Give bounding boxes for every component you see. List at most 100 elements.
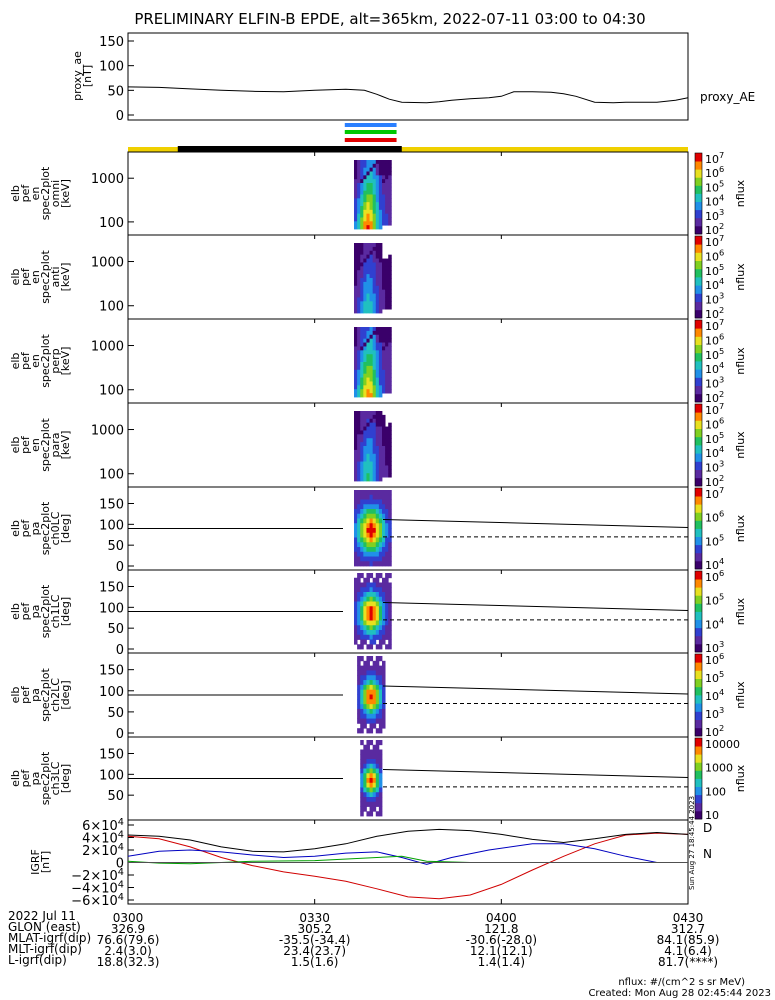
spectrogram-cell	[357, 221, 361, 226]
spectrogram-cell	[375, 243, 380, 248]
panel-frame	[127, 234, 689, 320]
pitch-angle-cell	[366, 792, 370, 798]
spectrogram-cell	[388, 469, 392, 474]
spectrogram-cell	[385, 213, 389, 218]
pitch-angle-cell	[360, 684, 364, 691]
spectrogram-cell	[357, 449, 361, 455]
pitch-angle-cell	[363, 801, 367, 807]
spectrogram-cell	[357, 346, 361, 351]
footer-row-label: MLAT-igrf(dip)	[8, 931, 92, 945]
pitch-angle-cell	[357, 718, 361, 724]
pitch-angle-cell	[366, 625, 370, 631]
colorbar-segment	[695, 412, 702, 421]
science-zone-bar	[344, 138, 397, 142]
spectrogram-cell	[378, 411, 383, 416]
y-tick-label: 100	[99, 60, 124, 75]
pitch-angle-cell	[357, 606, 361, 612]
pitch-angle-cell	[360, 561, 364, 567]
pitch-angle-cell	[382, 713, 386, 719]
spectrogram-cell	[369, 289, 374, 294]
pitch-angle-cell	[357, 504, 361, 510]
spectrogram-cell	[385, 465, 389, 470]
pitch-angle-cell	[375, 615, 380, 621]
footer-value: 76.6(79.6)	[96, 933, 160, 947]
colorbar-segment	[695, 627, 702, 637]
spectrogram-cell	[378, 301, 383, 306]
spectrogram-cell	[369, 225, 374, 230]
spectrogram-cell	[372, 246, 377, 252]
spectrogram-cell	[372, 160, 377, 165]
footer-value: 23.4(23.7)	[283, 944, 347, 958]
pitch-angle-cell	[366, 694, 370, 700]
pitch-angle-cell	[366, 665, 370, 671]
spectrogram-cell	[363, 209, 367, 215]
spectrogram-cell	[357, 442, 361, 447]
spectrogram-cell	[360, 297, 364, 302]
pitch-angle-cell	[375, 713, 380, 719]
pitch-angle-cell	[354, 639, 358, 645]
spectrogram-cell	[354, 426, 358, 431]
colorbar-segment	[695, 336, 702, 345]
spectrogram-cell	[372, 278, 377, 283]
ylabel-line: spec2plot	[39, 501, 52, 555]
pitch-angle-cell	[360, 509, 364, 515]
pitch-angle-cell	[363, 754, 367, 760]
ylabel-line: spec2plot	[39, 166, 52, 220]
spectrogram-cell	[378, 186, 383, 192]
footer-value: 121.8	[484, 922, 519, 936]
pitch-angle-cell	[378, 620, 383, 626]
spectrogram-cell	[366, 198, 370, 203]
pitch-angle-cell	[378, 528, 383, 534]
spectrogram-cell	[378, 285, 383, 291]
spectrogram-cell	[382, 473, 386, 478]
spectrogram-cell	[354, 411, 358, 416]
pitch-angle-cell	[360, 542, 364, 548]
pitch-angle-cell	[378, 754, 383, 760]
y-tick-label: 100	[99, 300, 124, 315]
spectrogram-cell	[388, 289, 392, 294]
pitch-angle-cell	[360, 792, 364, 798]
colorbar-segment	[695, 654, 702, 663]
spectrogram-cell	[382, 346, 386, 351]
spectrogram-cell	[375, 160, 380, 165]
colorbar-segment	[695, 385, 702, 395]
colorbar-tick-label: 102	[705, 305, 724, 321]
pitch-angle-cell	[366, 573, 370, 579]
spectrogram-cell	[372, 358, 377, 363]
spectrogram-cell	[360, 160, 364, 165]
spectrogram-cell	[369, 213, 374, 218]
pitch-angle-cell	[363, 504, 367, 510]
pitch-angle-cell	[369, 704, 374, 710]
spectrogram-cell	[360, 438, 364, 443]
pitch-angle-cell	[363, 551, 367, 557]
pitch-angle-cell	[382, 556, 386, 562]
pitch-angle-cell	[360, 639, 364, 645]
ylabel-line: elb	[9, 770, 22, 787]
spectrogram-cell	[363, 171, 367, 176]
y-tick-label: 50	[107, 84, 124, 99]
pitch-angle-cell	[378, 532, 383, 538]
pitch-angle-cell	[363, 625, 367, 631]
spectrogram-cell	[366, 365, 370, 371]
spectrogram-cell	[369, 246, 374, 252]
pitch-angle-cell	[357, 620, 361, 626]
y-tick-label: 150	[99, 35, 124, 50]
pitch-angle-cell	[366, 528, 370, 534]
pitch-angle-cell	[388, 639, 392, 645]
spectrogram-cell	[369, 278, 374, 283]
pitch-angle-cell	[360, 556, 364, 562]
ylabel-line: [deg]	[59, 597, 72, 626]
pitch-angle-cell	[369, 551, 374, 557]
colorbar-segment	[695, 469, 702, 479]
pitch-angle-cell	[360, 499, 364, 505]
spectrogram-cell	[363, 190, 367, 195]
spectrogram-cell	[375, 301, 380, 306]
colorbar-frame	[694, 152, 703, 235]
pitch-angle-cell	[388, 542, 392, 548]
pitch-angle-cell	[388, 587, 392, 593]
spectrogram-cell	[354, 175, 358, 180]
pitch-angle-cell	[366, 592, 370, 598]
pitch-angle-cell	[363, 592, 367, 598]
spectrogram-cell	[357, 434, 361, 439]
spectrogram-cell	[366, 414, 370, 420]
